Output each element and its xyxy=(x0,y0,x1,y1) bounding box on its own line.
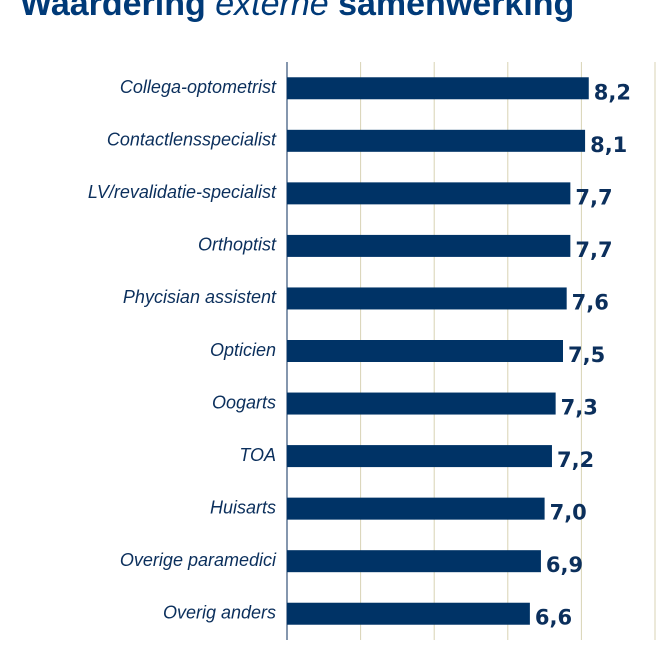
bar xyxy=(287,340,563,362)
category-label: Orthoptist xyxy=(198,235,277,255)
category-label: Oogarts xyxy=(212,392,276,412)
chart-title: Waardering externe samenwerking xyxy=(20,0,574,23)
value-label: 7,2 xyxy=(557,448,594,472)
bar xyxy=(287,287,567,310)
bar xyxy=(287,392,556,415)
category-label: Overig anders xyxy=(163,602,276,622)
value-label: 7,0 xyxy=(550,501,587,525)
value-label: 7,3 xyxy=(561,396,598,420)
category-label: Opticien xyxy=(210,340,276,360)
bar xyxy=(287,129,586,152)
category-label: LV/revalidatie-specialist xyxy=(88,182,277,202)
value-label: 8,2 xyxy=(594,80,631,104)
category-label: Collega-optometrist xyxy=(120,77,277,97)
title-part: externe xyxy=(215,0,328,23)
category-label: Overige paramedici xyxy=(120,550,277,570)
value-label: 8,1 xyxy=(590,133,627,157)
bar xyxy=(287,445,552,468)
category-label: Contactlensspecialist xyxy=(107,130,277,150)
bar xyxy=(287,602,530,625)
bar xyxy=(287,497,545,520)
category-label: Huisarts xyxy=(210,497,276,517)
bar xyxy=(287,182,571,205)
title-part: samenwerking xyxy=(338,0,574,23)
title-part: Waardering xyxy=(20,0,206,23)
value-label: 7,7 xyxy=(575,238,612,262)
category-label: TOA xyxy=(239,445,276,465)
value-label: 7,7 xyxy=(575,185,612,209)
bar xyxy=(287,234,571,257)
value-label: 6,9 xyxy=(546,553,583,577)
category-label: Phycisian assistent xyxy=(123,287,277,307)
bar xyxy=(287,77,589,100)
value-label: 7,5 xyxy=(568,343,605,367)
value-label: 7,6 xyxy=(572,290,609,314)
bar xyxy=(287,550,541,573)
value-label: 6,6 xyxy=(535,606,572,630)
